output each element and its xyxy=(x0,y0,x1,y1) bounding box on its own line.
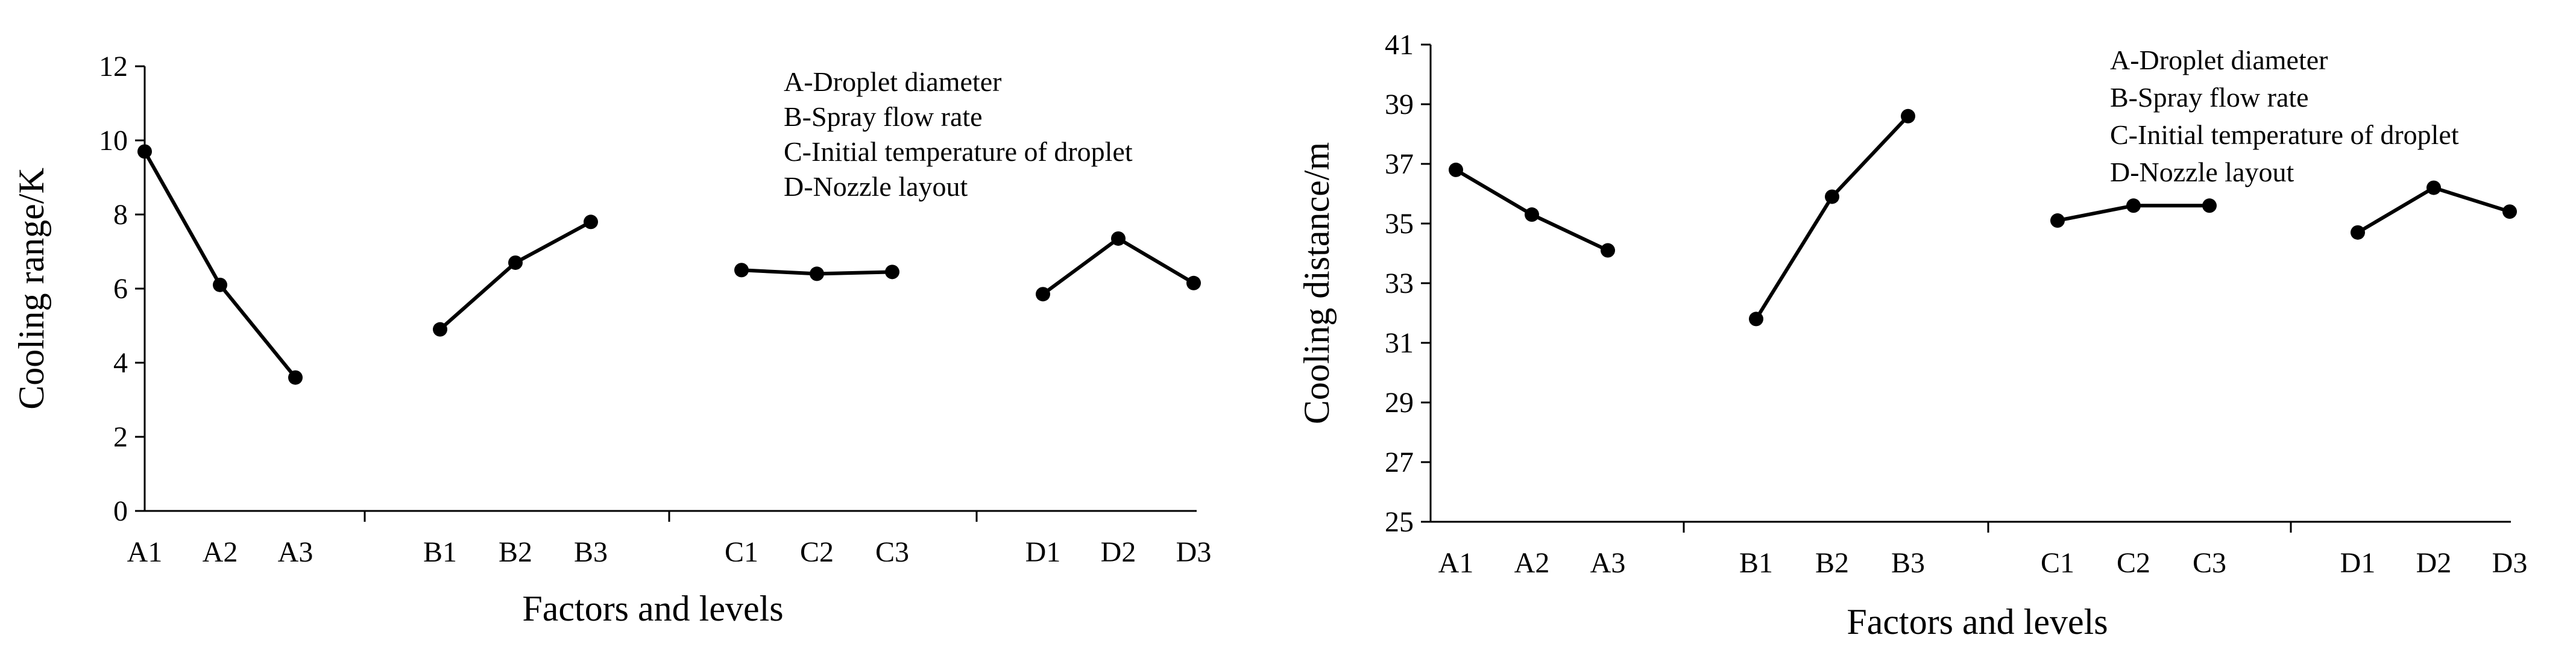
chart-2-data-point xyxy=(1825,189,1839,204)
chart-2-y-tick-label: 37 xyxy=(1385,148,1414,180)
chart-1-y-tick-label: 6 xyxy=(113,273,128,305)
chart-1-series-line-1 xyxy=(143,150,297,379)
chart-2-x-tick-label: A3 xyxy=(1590,547,1626,579)
chart-1-series-line-4 xyxy=(1042,236,1195,296)
chart-1-x-tick-label: B3 xyxy=(574,536,608,568)
chart-2-x-tick-label: C1 xyxy=(2041,547,2074,579)
chart-1-data-point xyxy=(885,265,899,280)
chart-2-data-point xyxy=(2502,204,2517,219)
chart-2-data-point xyxy=(1525,207,1539,222)
chart-2-y-tick-label: 27 xyxy=(1385,446,1414,478)
chart-1-x-tick-label: A1 xyxy=(127,536,163,568)
chart-2-x-tick-label: D3 xyxy=(2492,547,2528,579)
chart-1-y-tick-label: 2 xyxy=(113,421,128,453)
chart-2-y-tick-label: 33 xyxy=(1385,268,1414,299)
chart-2-x-tick-label: D1 xyxy=(2340,547,2376,579)
chart-2-y-tick-label: 25 xyxy=(1385,506,1414,538)
chart-2-data-point xyxy=(2126,198,2141,213)
chart-2-series-line-2 xyxy=(1754,114,1910,320)
chart-1-y-tick-label: 12 xyxy=(99,51,128,83)
chart-1-y-tick-label: 0 xyxy=(113,495,128,527)
chart-2-x-tick-label: B3 xyxy=(1891,547,1925,579)
chart-2-y-axis-title: Cooling distance/m xyxy=(1297,142,1337,424)
chart-1-x-tick-label: B1 xyxy=(423,536,457,568)
chart-1-x-tick-label: B2 xyxy=(499,536,532,568)
chart-2-x-axis-title: Factors and levels xyxy=(1847,602,2108,642)
chart-2-legend-item: C-Initial temperature of droplet xyxy=(2110,119,2459,150)
chart-1-legend-item: C-Initial temperature of droplet xyxy=(784,136,1133,167)
chart-2-data-point xyxy=(1601,243,1615,258)
chart-2-data-point xyxy=(1449,162,1463,177)
chart-2-x-tick-label: B1 xyxy=(1739,547,1773,579)
chart-1-x-axis-title: Factors and levels xyxy=(522,589,783,628)
chart-1-data-point xyxy=(213,277,227,292)
chart-1-data-point xyxy=(584,214,598,230)
chart-1-y-tick-label: 10 xyxy=(99,125,128,157)
chart-1-x-tick-label: C3 xyxy=(875,536,909,568)
chart-2-x-tick-label: C2 xyxy=(2117,547,2150,579)
chart-1-x-tick-label: C2 xyxy=(800,536,834,568)
chart-2-x-tick-label: C3 xyxy=(2193,547,2226,579)
chart-1-data-point xyxy=(1111,231,1126,246)
chart-2-x-tick-label: B2 xyxy=(1815,547,1849,579)
chart-1-data-point xyxy=(508,255,523,270)
chart-1-data-point xyxy=(288,370,303,385)
chart-1-data-point xyxy=(137,144,152,159)
chart-2-data-point xyxy=(2351,225,2365,240)
chart-1-y-axis-title: Cooling range/K xyxy=(11,168,51,410)
chart-1-data-point xyxy=(734,263,749,278)
chart-1-x-tick-label: C1 xyxy=(725,536,758,568)
chart-2-data-point xyxy=(1749,312,1763,327)
chart-2-legend-item: B-Spray flow rate xyxy=(2110,82,2309,113)
chart-2-y-tick-label: 29 xyxy=(1385,387,1414,419)
chart-2-data-point xyxy=(2050,213,2065,228)
chart-2-x-tick-label: D2 xyxy=(2416,547,2452,579)
chart-2-y-tick-label: 31 xyxy=(1385,327,1414,359)
chart-1-data-point xyxy=(810,266,824,281)
chart-2-data-point xyxy=(2202,198,2217,213)
chart-1-legend-item: D-Nozzle layout xyxy=(784,171,968,202)
chart-2-data-point xyxy=(2426,180,2441,195)
chart-1-legend-item: A-Droplet diameter xyxy=(784,66,1001,97)
chart-1-data-point xyxy=(1186,275,1201,290)
chart-2-legend-item: D-Nozzle layout xyxy=(2110,157,2294,187)
chart-2-x-tick-label: A1 xyxy=(1438,547,1474,579)
chart-1-x-tick-label: D2 xyxy=(1101,536,1136,568)
chart-2-legend-item: A-Droplet diameter xyxy=(2110,45,2328,75)
chart-1-y-tick-label: 4 xyxy=(113,347,128,379)
chart-1-data-point xyxy=(433,322,447,337)
chart-1-x-tick-label: D3 xyxy=(1176,536,1212,568)
chart-1-x-tick-label: D1 xyxy=(1025,536,1061,568)
chart-1-y-tick-label: 8 xyxy=(113,199,128,231)
chart-1-series-line-2 xyxy=(439,220,592,331)
chart-1-legend-item: B-Spray flow rate xyxy=(784,101,983,132)
chart-1-x-tick-label: A2 xyxy=(203,536,238,568)
chart-2-data-point xyxy=(1901,108,1915,124)
chart-1-x-tick-label: A3 xyxy=(278,536,313,568)
chart-2-y-tick-label: 39 xyxy=(1385,89,1414,121)
chart-2-y-tick-label: 35 xyxy=(1385,208,1414,240)
chart-1-data-point xyxy=(1036,287,1050,302)
chart-2-y-tick-label: 41 xyxy=(1385,29,1414,61)
chart-2-x-tick-label: A2 xyxy=(1514,547,1550,579)
